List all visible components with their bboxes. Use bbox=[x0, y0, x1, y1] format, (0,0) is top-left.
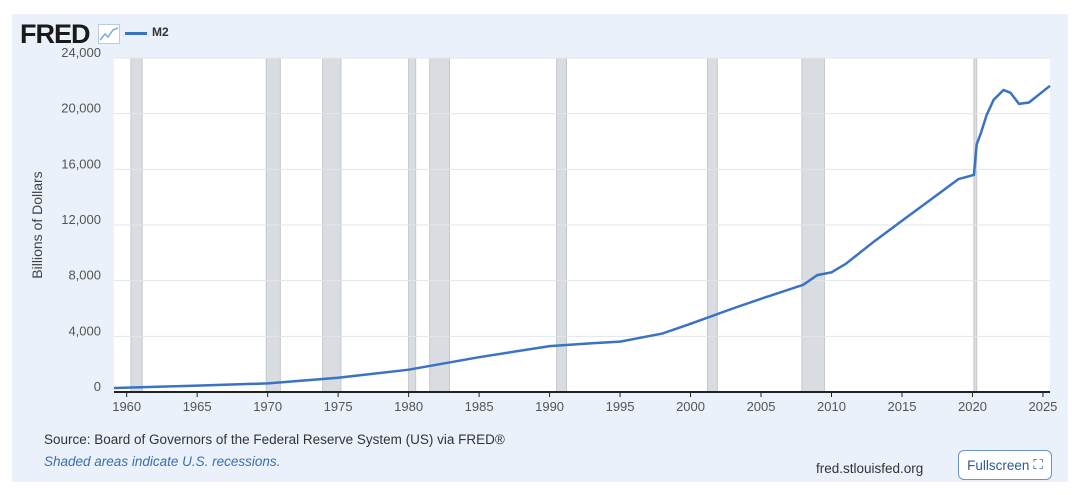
x-tick-label: 1995 bbox=[606, 399, 635, 414]
site-link[interactable]: fred.stlouisfed.org bbox=[816, 461, 924, 476]
x-tick-label: 2010 bbox=[817, 399, 846, 414]
source-text: Source: Board of Governors of the Federa… bbox=[44, 432, 505, 447]
x-tick-label: 1975 bbox=[324, 399, 353, 414]
y-tick-label: 4,000 bbox=[68, 323, 101, 338]
x-tick-label: 1965 bbox=[183, 399, 212, 414]
y-tick-label: 20,000 bbox=[61, 101, 101, 116]
legend-swatch-m2 bbox=[125, 32, 147, 35]
x-tick-label: 2005 bbox=[747, 399, 776, 414]
x-tick-label: 1960 bbox=[112, 399, 141, 414]
legend-label-m2: M2 bbox=[152, 25, 169, 39]
y-tick-label: 12,000 bbox=[61, 212, 101, 227]
y-tick-label: 8,000 bbox=[68, 268, 101, 283]
x-tick-label: 2000 bbox=[676, 399, 705, 414]
x-tick-label: 1980 bbox=[394, 399, 423, 414]
chart-line-icon bbox=[98, 24, 120, 44]
x-tick-label: 2020 bbox=[958, 399, 987, 414]
x-tick-label: 2015 bbox=[888, 399, 917, 414]
y-axis-label: Billions of Dollars bbox=[29, 171, 45, 278]
y-tick-label: 0 bbox=[94, 379, 101, 394]
fred-logo[interactable]: FRED bbox=[20, 19, 90, 49]
x-tick-label: 1985 bbox=[465, 399, 494, 414]
y-tick-label: 16,000 bbox=[61, 156, 101, 171]
x-tick-label: 1990 bbox=[535, 399, 564, 414]
expand-icon: ⛶ bbox=[1033, 457, 1043, 472]
x-tick-label: 1970 bbox=[253, 399, 282, 414]
y-tick-label: 24,000 bbox=[61, 45, 101, 60]
fullscreen-label: Fullscreen bbox=[967, 457, 1030, 473]
recession-note: Shaded areas indicate U.S. recessions. bbox=[44, 454, 281, 469]
x-tick-label: 2025 bbox=[1028, 399, 1057, 414]
series-line-m2 bbox=[113, 84, 1051, 390]
fullscreen-button[interactable]: Fullscreen ⛶ bbox=[958, 450, 1052, 480]
